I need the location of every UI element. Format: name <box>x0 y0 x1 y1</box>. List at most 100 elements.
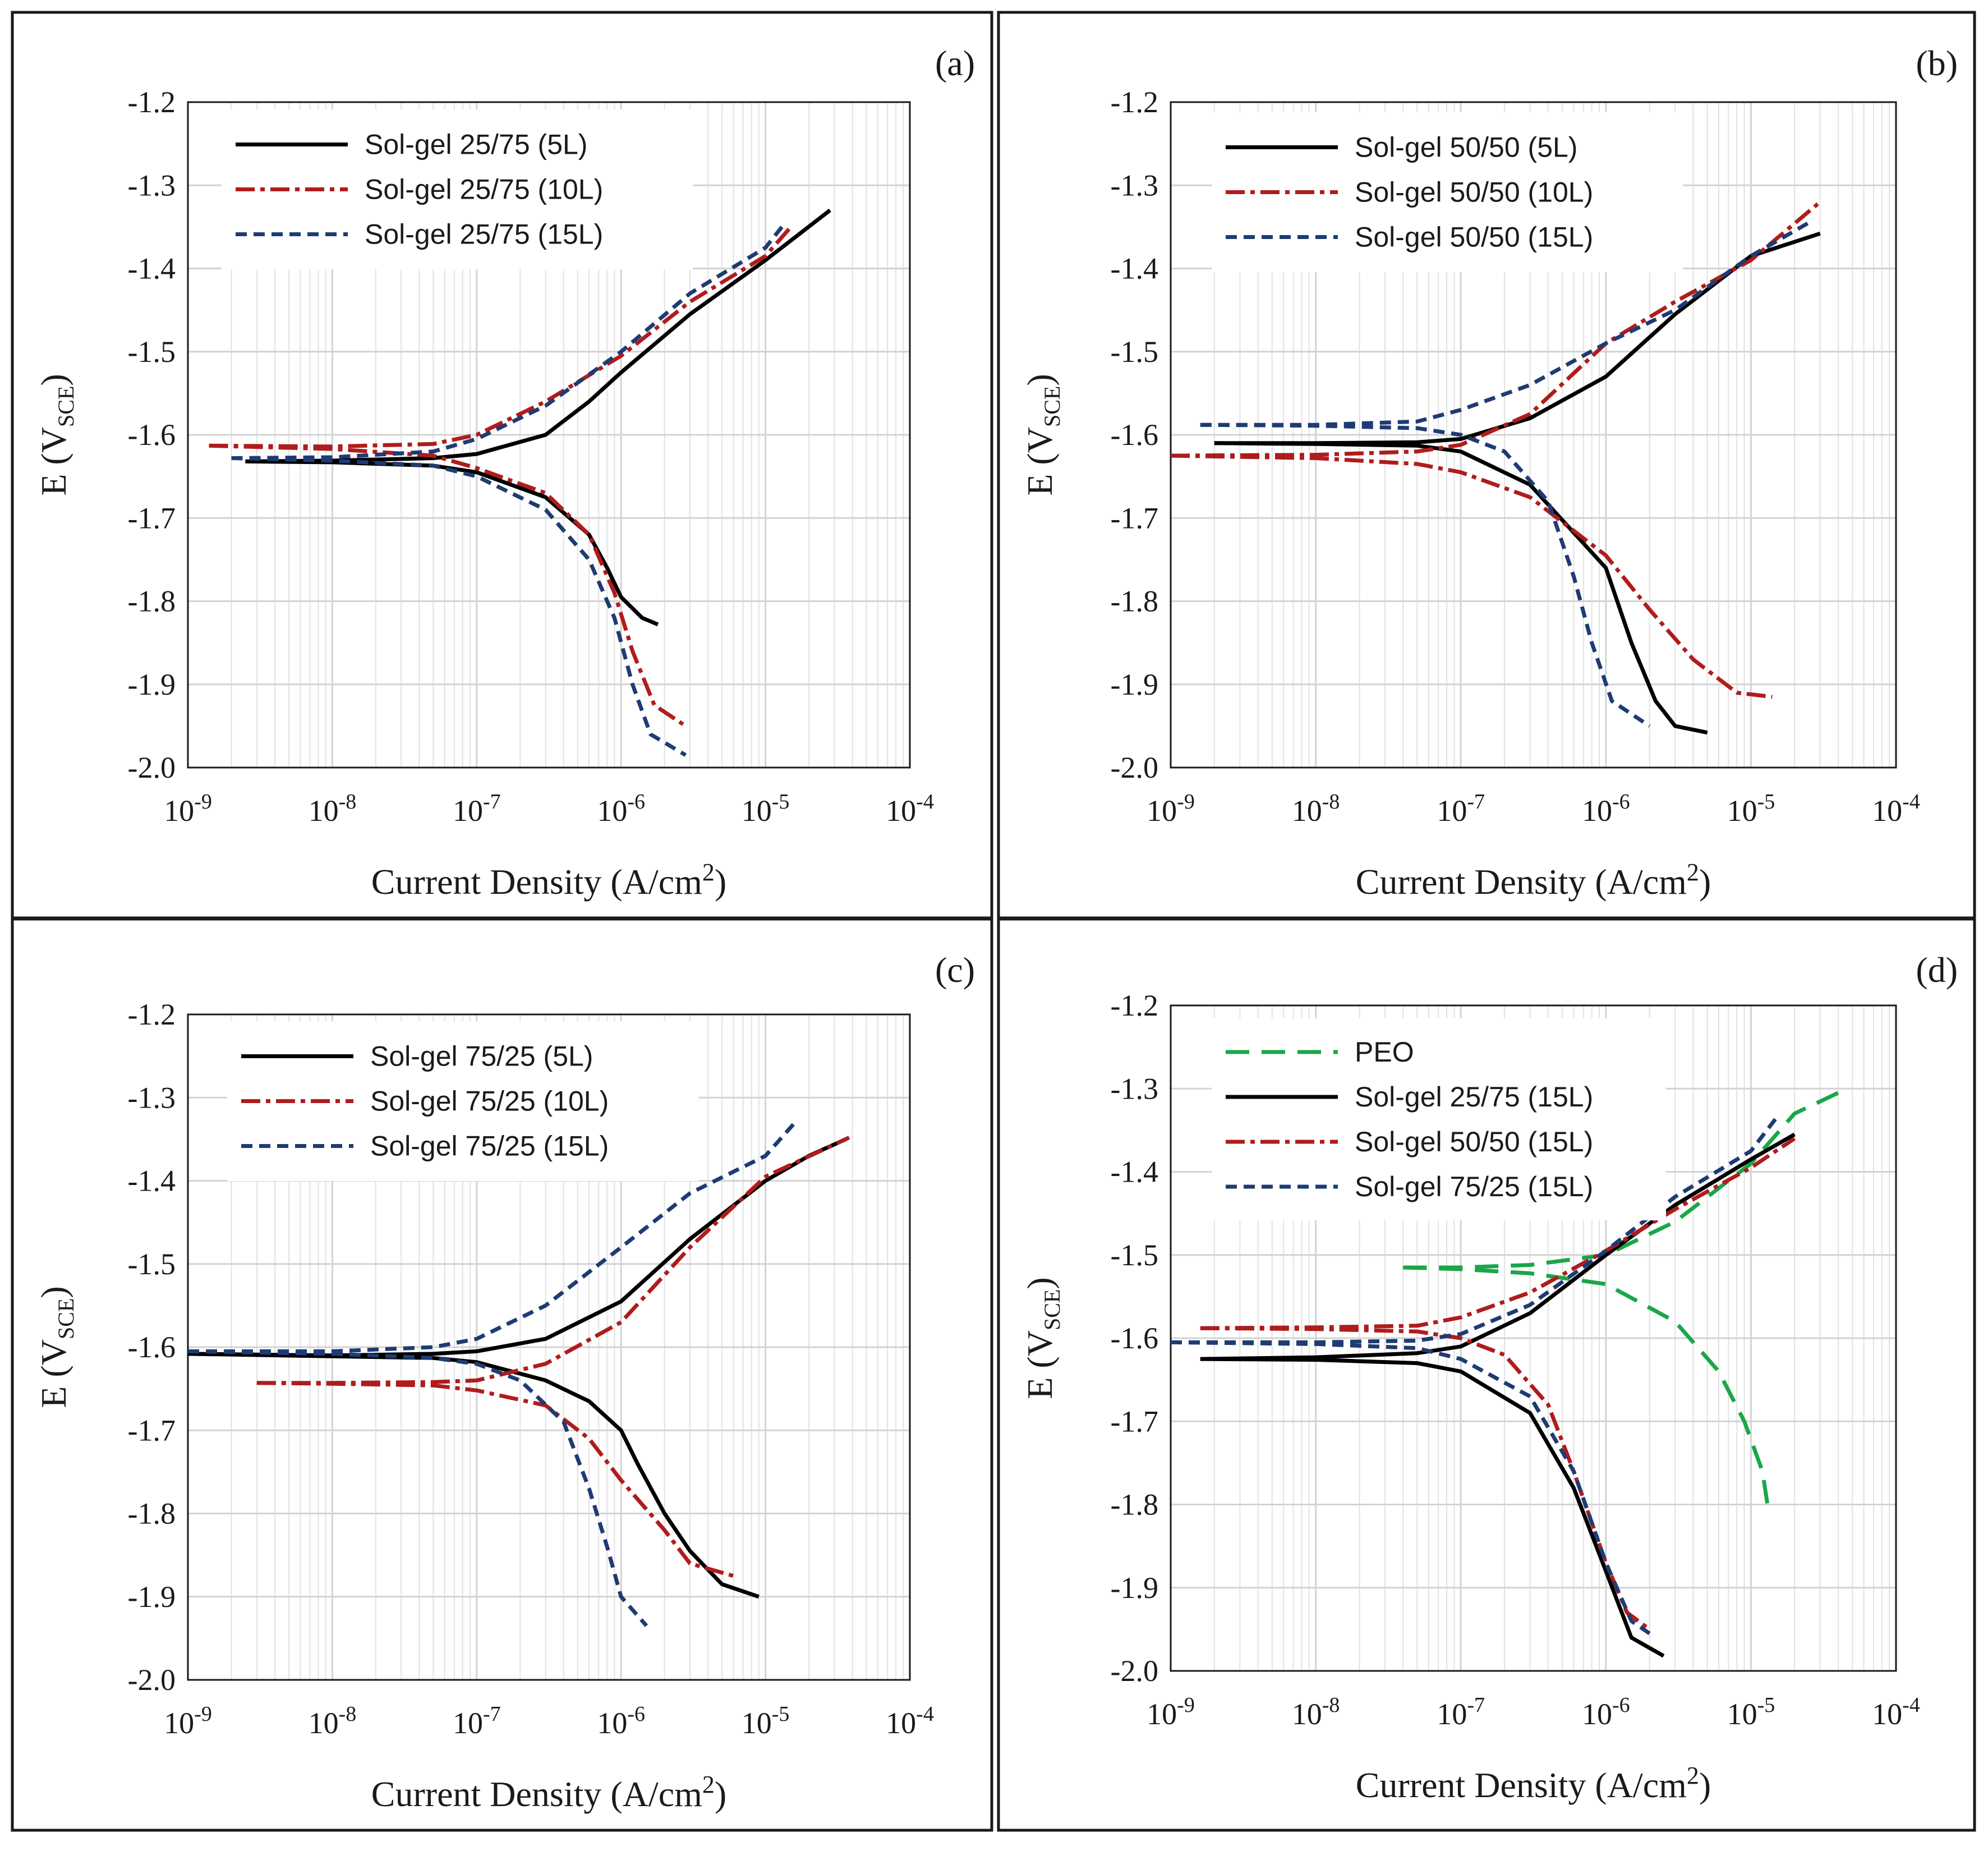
x-tick-exponent: -6 <box>1612 790 1630 814</box>
x-tick-base: 10 <box>1147 1697 1177 1731</box>
x-tick-label: 10-9 <box>1147 1693 1195 1731</box>
x-tick-label: 10-8 <box>309 1702 357 1740</box>
x-tick-label: 10-5 <box>1727 790 1775 828</box>
series-line-anodic <box>1171 1116 1778 1344</box>
series-line-cathodic <box>187 1349 648 1627</box>
y-tick-label: -1.4 <box>1111 1155 1158 1189</box>
series-group <box>1170 200 1822 735</box>
x-tick-exponent: -7 <box>1467 1693 1485 1717</box>
panel-frame <box>997 917 1976 1832</box>
x-axis-title: Current Density (A/cm2) <box>371 858 726 902</box>
x-tick-label: 10-7 <box>1437 1693 1485 1731</box>
x-tick-label: 10-9 <box>1147 790 1195 828</box>
x-tick-base: 10 <box>1727 794 1757 828</box>
y-tick-label: -2.0 <box>128 751 176 784</box>
x-tick-base: 10 <box>1872 1697 1902 1731</box>
x-tick-base: 10 <box>1292 794 1322 828</box>
y-tick-label: -1.7 <box>128 1413 176 1447</box>
y-tick-label: -1.2 <box>128 85 176 119</box>
y-axis-title-part: E (V <box>1020 1330 1060 1399</box>
y-axis-title-part: ) <box>34 374 73 385</box>
series-group <box>187 1121 850 1627</box>
x-tick-exponent: -4 <box>916 1702 934 1726</box>
x-tick-exponent: -8 <box>1322 1693 1340 1717</box>
y-tick-label: -1.3 <box>128 1081 176 1114</box>
y-tick-label: -2.0 <box>1111 1654 1158 1688</box>
x-tick-exponent: -9 <box>1177 1693 1195 1717</box>
y-tick-label: -1.8 <box>128 1497 176 1531</box>
x-tick-exponent: -7 <box>483 790 501 814</box>
x-axis-title-part: Current Density (A/cm <box>1356 862 1687 902</box>
x-tick-exponent: -8 <box>339 790 357 814</box>
x-tick-base: 10 <box>1727 1697 1757 1731</box>
x-tick-base: 10 <box>742 794 772 828</box>
series-line-cathodic <box>231 456 687 757</box>
series-line-cathodic <box>187 1352 760 1599</box>
series-line-cathodic <box>1403 1265 1770 1505</box>
x-tick-label: 10-5 <box>1727 1693 1775 1731</box>
panel-label: (c) <box>935 950 975 990</box>
y-tick-label: -1.5 <box>128 335 176 369</box>
x-tick-exponent: -4 <box>916 790 934 814</box>
legend-label: Sol-gel 50/50 (10L) <box>1355 177 1593 208</box>
panel-frame <box>11 917 993 1832</box>
legend-background <box>227 1021 698 1181</box>
y-tick-label: -1.7 <box>1111 501 1158 535</box>
x-tick-exponent: -7 <box>483 1702 501 1726</box>
y-tick-label: -1.9 <box>1111 668 1158 701</box>
y-tick-label: -1.8 <box>128 585 176 618</box>
legend-label: PEO <box>1355 1036 1414 1068</box>
panel-label: (d) <box>1916 950 1958 990</box>
legend-label: Sol-gel 25/75 (10L) <box>365 174 603 205</box>
plot-frame <box>1170 1004 1897 1672</box>
y-axis-title-part: ) <box>34 1286 73 1298</box>
x-tick-base: 10 <box>309 1706 339 1740</box>
legend-label: Sol-gel 50/50 (15L) <box>1355 1126 1593 1158</box>
y-tick-label: -1.5 <box>1111 335 1158 369</box>
legend: Sol-gel 75/25 (5L) Sol-gel 75/25 (10L) Sol… <box>227 1021 698 1181</box>
x-tick-exponent: -6 <box>1612 1693 1630 1717</box>
series-group <box>209 208 831 757</box>
x-tick-label: 10-8 <box>1292 1693 1340 1731</box>
x-tick-base: 10 <box>1437 794 1467 828</box>
x-axis-title-part: Current Density (A/cm <box>371 862 702 902</box>
x-axis-title: Current Density (A/cm2) <box>1356 858 1711 902</box>
legend-background <box>1212 112 1683 272</box>
series-line-anodic <box>1403 1091 1839 1270</box>
y-axis-title-part: E (V <box>1020 427 1060 496</box>
y-tick-label: -1.3 <box>1111 1072 1158 1105</box>
x-axis-title-superscript: 2 <box>702 1771 715 1798</box>
x-axis-title: Current Density (A/cm2) <box>371 1771 726 1814</box>
legend-background <box>222 109 693 269</box>
y-axis-title: E (VSCE) <box>1020 374 1065 495</box>
y-tick-label: -1.9 <box>1111 1571 1158 1605</box>
series-line-cathodic <box>256 1381 734 1578</box>
x-tick-exponent: -5 <box>772 790 790 814</box>
y-tick-label: -1.5 <box>128 1247 176 1281</box>
x-tick-label: 10-6 <box>597 1702 645 1740</box>
y-axis-title-part: E (V <box>34 1339 73 1408</box>
legend-label: Sol-gel 50/50 (15L) <box>1355 222 1593 253</box>
x-tick-label: 10-7 <box>453 1702 501 1740</box>
x-axis-title-part: Current Density (A/cm <box>371 1774 702 1814</box>
plot-frame <box>1170 101 1897 769</box>
x-axis-title-part: Current Density (A/cm <box>1356 1765 1687 1805</box>
y-tick-label: -1.6 <box>128 1330 176 1364</box>
panel-label: (a) <box>935 43 975 83</box>
series-line-anodic <box>245 208 831 463</box>
y-tick-label: -1.4 <box>128 1164 176 1198</box>
series-line-cathodic <box>1170 453 1773 699</box>
y-tick-label: -1.2 <box>1111 85 1158 119</box>
series-line-cathodic <box>209 443 687 728</box>
legend-label: Sol-gel 25/75 (15L) <box>1355 1081 1593 1113</box>
legend-label: Sol-gel 50/50 (5L) <box>1355 132 1577 163</box>
y-tick-label: -1.7 <box>1111 1404 1158 1438</box>
x-tick-base: 10 <box>453 794 483 828</box>
y-tick-label: -1.4 <box>128 252 176 286</box>
x-axis-title-superscript: 2 <box>702 858 715 886</box>
x-axis-title-superscript: 2 <box>1687 1762 1699 1789</box>
y-axis-title-subscript: SCE <box>53 1298 79 1339</box>
legend-label: Sol-gel 25/75 (5L) <box>365 129 587 160</box>
x-tick-base: 10 <box>453 1706 483 1740</box>
